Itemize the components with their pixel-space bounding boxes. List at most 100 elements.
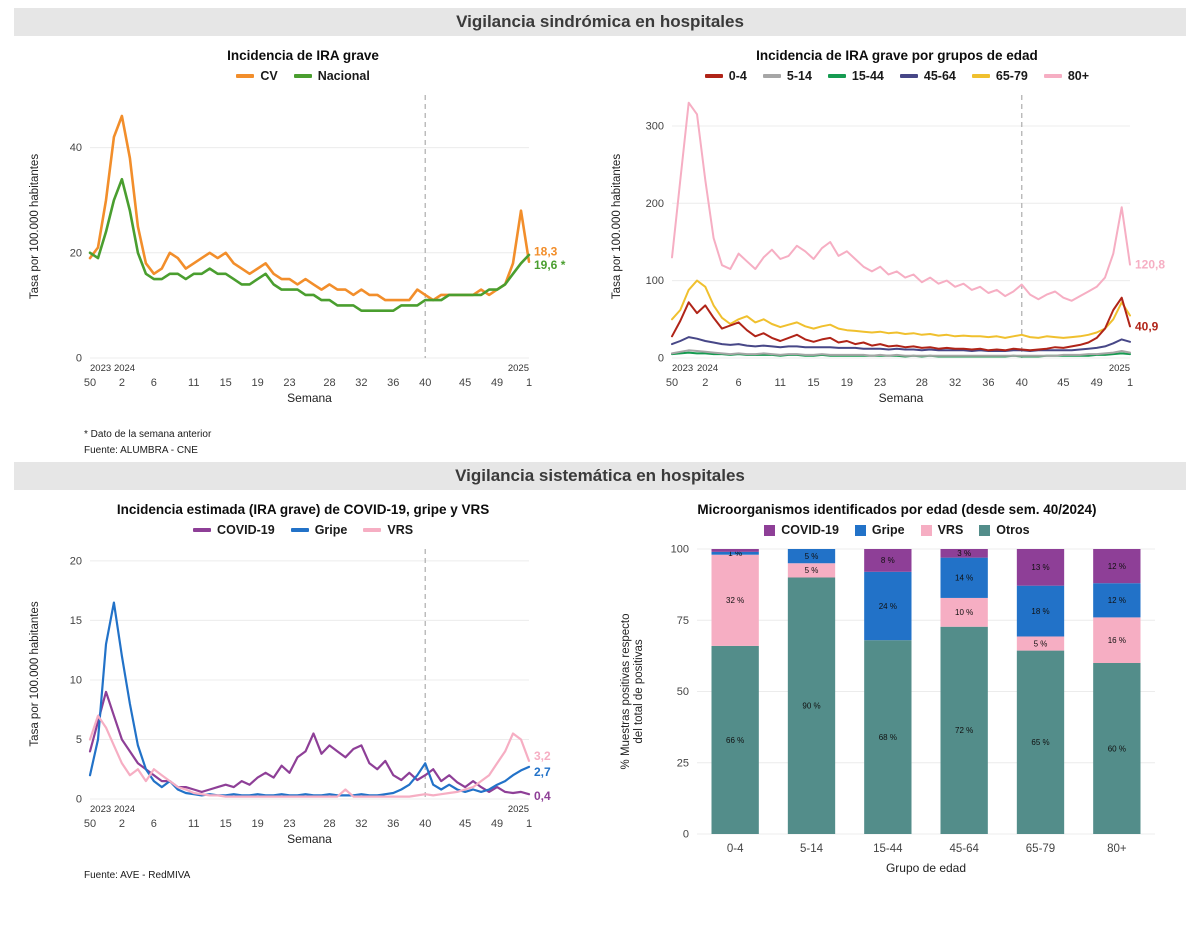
chart-title-micro: Microorganismos identificados por edad (… (697, 502, 1097, 517)
x-axis-title: Grupo de edad (886, 861, 966, 875)
legend-label-45-64: 45-64 (923, 69, 956, 83)
bar-segment-gripe-80 (1093, 583, 1141, 618)
series-line-45-64 (670, 336, 1131, 352)
legend-swatch-gripe (290, 528, 309, 532)
legend-label-gripe: Gripe (871, 523, 905, 537)
legend-label-covid-19: COVID-19 (217, 523, 275, 537)
series-line-gripe (88, 601, 530, 797)
section-header-systematic: Vigilancia sistemática en hospitales (14, 462, 1186, 490)
footnote-line: Fuente: ALUMBRA - CNE (84, 444, 198, 456)
bar-segment-covid-19-80 (1093, 549, 1141, 584)
x-tick-label: 40 (419, 377, 431, 389)
x-tick-label: 49 (1091, 377, 1103, 389)
bar-segment-gripe-5-14 (787, 549, 836, 564)
chart-title-ira: Incidencia de IRA grave (227, 48, 379, 63)
x-tick-label: 28 (323, 377, 335, 389)
chart-svg: 0 100 200 300 Tasa por 100.000 habitantes 202… (611, 95, 1165, 405)
legend-label-65-79: 65-79 (995, 69, 1028, 83)
section-header-syndromic: Vigilancia sindrómica en hospitales (14, 8, 1186, 36)
x-tick-label: 11 (188, 818, 199, 830)
x-tick-label: 36 (387, 377, 399, 389)
x-tick-label: 23 (283, 377, 295, 389)
legend-item-cv: CV (236, 69, 278, 83)
x-tick-label: 32 (949, 377, 961, 389)
bar-segment-vrs-5-14 (787, 563, 836, 578)
bar-segment-otros-45-64 (940, 626, 988, 834)
x-tick-label: 2 (118, 377, 124, 389)
x-tick-label: 11 (774, 377, 785, 389)
chart-title-virus: Incidencia estimada (IRA grave) de COVID… (116, 502, 490, 517)
legend-ira: CV Nacional (236, 69, 370, 83)
y-axis-title: % Muestras positivas respecto (620, 614, 632, 770)
legend-label-5-14: 5-14 (786, 69, 812, 83)
legend-label-15-44: 15-44 (851, 69, 884, 83)
category-label: 45-64 (949, 843, 979, 855)
bar-segment-vrs-45-64 (940, 597, 988, 627)
x-tick-label: 15 (807, 377, 819, 389)
end-value-label-nacional: 19,6 * (534, 258, 566, 272)
bar-segment-vrs-65-79 (1016, 636, 1065, 651)
bar-segment-label: 32 % (726, 596, 744, 605)
legend-item-otros: Otros (979, 523, 1030, 537)
bar-segment-covid-19-45-64 (940, 549, 988, 558)
bar-segment-gripe-15-44 (864, 571, 912, 641)
bar-segment-otros-15-44 (864, 640, 912, 834)
x-tick-label: 49 (490, 818, 502, 830)
x-tick-label: 23 (283, 818, 295, 830)
bar-segment-gripe-65-79 (1016, 585, 1065, 637)
series-line-nacional (88, 177, 530, 312)
legend-swatch-65-79 (971, 74, 990, 78)
x-tick-label: 40 (419, 818, 431, 830)
bar-segment-label: 5 % (805, 566, 819, 575)
series-line-0-4 (670, 296, 1131, 352)
x-axis-title: Semana (879, 391, 924, 405)
legend-item-vrs: VRS (920, 523, 963, 537)
bar-segment-label: 24 % (879, 602, 897, 611)
year-label: 2024 (113, 804, 134, 815)
x-tick-label: 15 (219, 818, 231, 830)
end-value-label-covid-19: 0,4 (534, 789, 551, 803)
chart-title-ira-age: Incidencia de IRA grave por grupos de ed… (756, 48, 1038, 63)
x-tick-label: 50 (666, 377, 678, 389)
x-tick-label: 6 (735, 377, 741, 389)
footnotes-virus: Fuente: AVE - RedMIVA (84, 868, 190, 884)
footnote-line: * Dato de la semana anterior (84, 429, 212, 440)
legend-swatch-5-14 (762, 74, 781, 78)
line-chart-ira-age: 0 100 200 300 Tasa por 100.000 habitantes 202… (608, 85, 1186, 425)
bar-segment-label: 66 % (726, 736, 744, 745)
legend-swatch-covid-19 (764, 524, 776, 536)
x-tick-label: 50 (83, 377, 95, 389)
year-label: 2025 (507, 363, 528, 374)
series-line-65-79 (670, 279, 1131, 339)
legend-swatch-cv (236, 74, 255, 78)
legend-label-covid-19: COVID-19 (781, 523, 839, 537)
bar-segment-label: 12 % (1108, 562, 1126, 571)
legend-swatch-covid-19 (193, 528, 212, 532)
legend-label-otros: Otros (996, 523, 1030, 537)
legend-swatch-80 (1043, 74, 1062, 78)
y-tick-label: 20 (69, 247, 81, 259)
bar-segment-vrs-0-4 (711, 554, 759, 646)
legend-label-gripe: Gripe (314, 523, 348, 537)
legend-label-vrs: VRS (387, 523, 414, 537)
category-label: 0-4 (727, 843, 744, 855)
line-chart-ira: 0 20 40 Tasa por 100.000 habitantes 2023 2024… (26, 85, 581, 425)
bar-segment-label: 68 % (879, 733, 897, 742)
x-tick-label: 6 (150, 818, 156, 830)
y-axis-title: Tasa por 100.000 habitantes (611, 154, 623, 299)
panel-ira-by-age: Incidencia de IRA grave por grupos de ed… (606, 44, 1188, 458)
category-label: 15-44 (873, 843, 903, 855)
stacked-bar-chart-micro: 0 25 50 75 100 % Muestras positivas respecto d… (617, 539, 1177, 889)
bar-segment-label: 8 % (881, 556, 895, 565)
x-tick-label: 1 (1127, 377, 1133, 389)
bar-segment-label: 60 % (1108, 744, 1126, 753)
legend-item-0-4: 0-4 (704, 69, 747, 83)
series-line-5-14 (670, 349, 1131, 357)
chart-svg: 0 20 40 Tasa por 100.000 habitantes 2023 2024… (29, 95, 566, 405)
y-tick-label: 5 (75, 734, 81, 746)
y-axis-title: del total de positivas (633, 639, 645, 743)
x-tick-label: 45 (459, 818, 471, 830)
legend-item-65-79: 65-79 (971, 69, 1028, 83)
bar-segment-label: 10 % (955, 608, 973, 617)
legend-item-covid-19: COVID-19 (193, 523, 275, 537)
